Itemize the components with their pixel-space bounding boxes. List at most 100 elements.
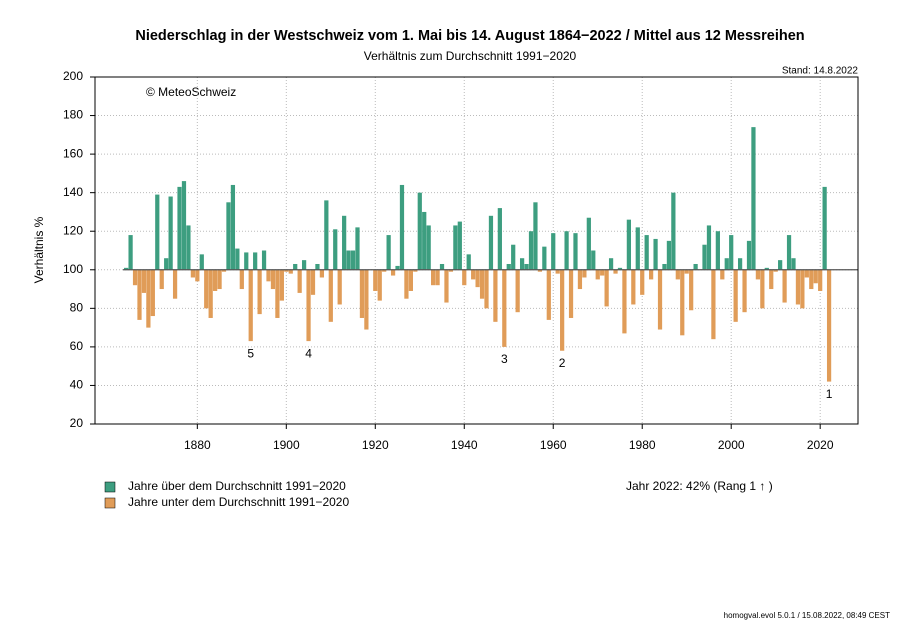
bar [795, 269, 801, 305]
bar [364, 269, 369, 330]
bar [564, 231, 569, 270]
bar [737, 258, 743, 270]
bar [386, 235, 391, 270]
bar [422, 211, 427, 270]
bar [626, 219, 631, 270]
bar [760, 269, 765, 309]
bar [546, 269, 551, 320]
bar [804, 269, 809, 278]
bar [591, 250, 596, 270]
bar [150, 269, 155, 317]
bar [217, 269, 222, 290]
bar [693, 263, 698, 270]
bar [306, 269, 311, 342]
bar [515, 269, 520, 313]
chart-title: Niederschlag in der Westschweiz vom 1. M… [135, 28, 804, 44]
x-tick-label: 1900 [273, 438, 300, 452]
bar [159, 269, 164, 290]
bar [177, 186, 182, 270]
bar [755, 269, 761, 280]
bar [573, 233, 578, 270]
bar [319, 269, 325, 278]
bar [702, 244, 707, 270]
bar [560, 269, 565, 351]
bar [204, 269, 209, 309]
rank-label: 2 [559, 356, 566, 370]
bar [613, 269, 618, 274]
bar [355, 227, 360, 270]
bar [608, 258, 614, 270]
bar [275, 269, 280, 318]
bar [742, 269, 747, 313]
bar [132, 269, 138, 286]
y-tick-label: 120 [63, 223, 83, 237]
bar [622, 269, 627, 334]
chart-subtitle: Verhältnis zum Durchschnitt 1991−2020 [364, 49, 577, 63]
y-tick-label: 100 [63, 262, 83, 276]
bar [266, 269, 271, 282]
bar [604, 269, 609, 307]
bar [689, 269, 694, 311]
bar [471, 269, 476, 280]
bar [315, 263, 320, 270]
bar [649, 269, 654, 280]
bar [484, 269, 489, 309]
bar [301, 260, 307, 270]
bar [662, 263, 667, 270]
bar [426, 225, 431, 270]
bar [502, 269, 507, 347]
bar [462, 269, 467, 286]
bar [244, 252, 249, 270]
summary: Jahr 2022: 42% (Rang 1 ↑ ) [626, 479, 773, 493]
y-tick-label: 160 [63, 146, 83, 160]
rank-label: 5 [247, 346, 254, 360]
bar [715, 231, 720, 270]
bar [444, 269, 449, 303]
rank-label: 3 [501, 352, 508, 366]
bar [128, 235, 133, 270]
bar [809, 269, 814, 290]
bar [137, 269, 142, 320]
bar [359, 269, 365, 318]
bar [555, 269, 560, 274]
bar [279, 269, 284, 301]
bar [399, 184, 405, 270]
bar [324, 200, 329, 270]
bar [453, 225, 458, 270]
bar [706, 225, 712, 270]
bar [533, 202, 538, 270]
bar [435, 269, 440, 286]
bar [680, 269, 685, 336]
bar [582, 269, 587, 278]
bar [337, 269, 342, 305]
bar [417, 192, 422, 270]
bar [221, 269, 227, 272]
bar [208, 269, 213, 318]
bar [729, 235, 734, 270]
bar [124, 267, 129, 270]
bar [439, 263, 445, 270]
bar [813, 269, 818, 284]
bar [479, 269, 485, 299]
bar [408, 269, 413, 291]
bar [720, 269, 725, 280]
bar [506, 263, 511, 270]
bar [168, 196, 173, 270]
bar [778, 260, 783, 270]
x-tick-label: 2020 [807, 438, 834, 452]
bar [791, 258, 796, 270]
legend-label: Jahre unter dem Durchschnitt 1991−2020 [128, 495, 349, 509]
bar [373, 269, 378, 291]
bar [488, 215, 494, 270]
x-tick-label: 1920 [362, 438, 389, 452]
bar [657, 269, 663, 330]
bar [257, 269, 262, 315]
bar [288, 269, 293, 274]
x-tick-label: 1960 [540, 438, 567, 452]
bar [155, 194, 160, 270]
bar [617, 267, 623, 270]
bar [333, 229, 338, 270]
bar [466, 254, 471, 270]
bar [644, 235, 649, 270]
bar [600, 269, 605, 276]
